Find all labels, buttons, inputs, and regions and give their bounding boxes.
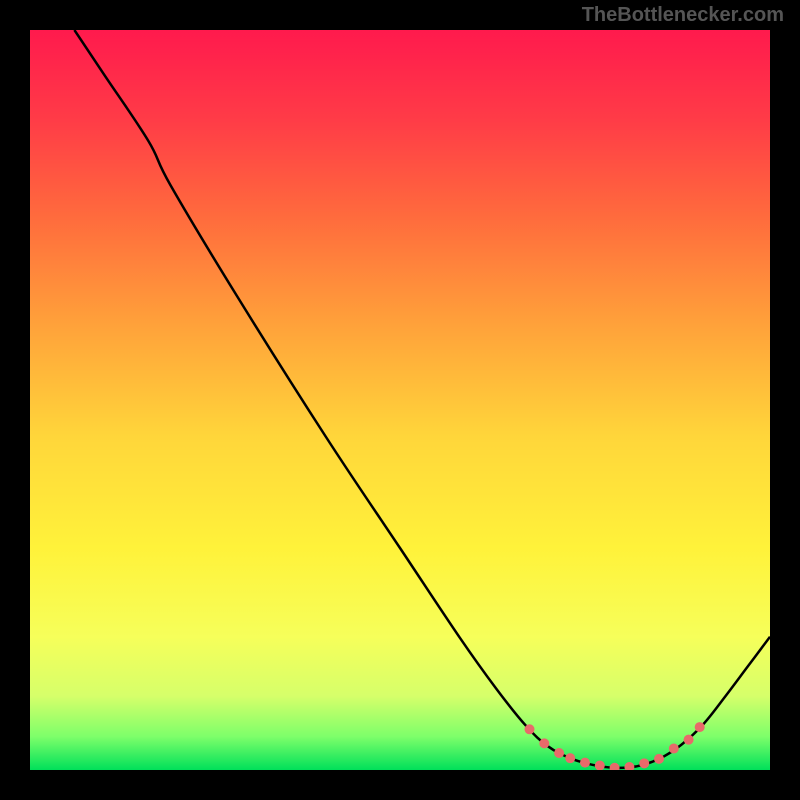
marker-dot (639, 758, 649, 768)
marker-dot (695, 722, 705, 732)
marker-dot (525, 724, 535, 734)
marker-dot (554, 748, 564, 758)
bottleneck-chart (0, 0, 800, 800)
marker-dot (684, 735, 694, 745)
marker-dot (580, 758, 590, 768)
marker-dot (565, 753, 575, 763)
marker-dot (654, 754, 664, 764)
marker-dot (539, 738, 549, 748)
marker-dot (669, 744, 679, 754)
marker-dot (595, 761, 605, 771)
watermark-text: TheBottlenecker.com (582, 4, 784, 27)
figure-root: TheBottlenecker.com (0, 0, 800, 800)
